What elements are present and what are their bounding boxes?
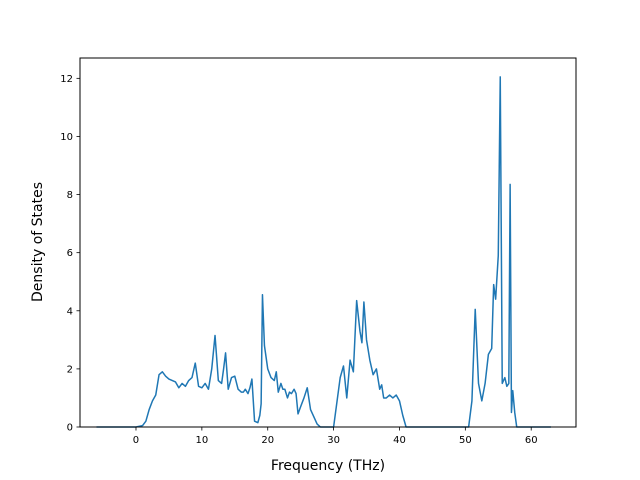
y-tick-label: 4 <box>67 306 73 317</box>
x-tick-label: 50 <box>459 435 472 446</box>
x-tick-label: 60 <box>525 435 538 446</box>
x-tick-label: 20 <box>261 435 274 446</box>
y-tick-label: 8 <box>67 190 73 201</box>
x-tick-label: 30 <box>327 435 340 446</box>
x-tick-label: 10 <box>195 435 208 446</box>
y-tick-label: 6 <box>67 248 73 259</box>
y-tick-label: 10 <box>60 132 73 143</box>
axes-frame <box>79 57 577 428</box>
y-tick-label: 0 <box>67 423 73 434</box>
y-axis-ticks: 0 2 4 6 8 10 12 <box>60 74 80 434</box>
plot-line-layer <box>96 76 551 428</box>
dos-series-line <box>96 76 551 428</box>
y-axis-label: Density of States <box>30 182 46 302</box>
y-tick-label: 12 <box>60 74 73 85</box>
x-axis-label: Frequency (THz) <box>271 458 385 474</box>
y-tick-label: 2 <box>67 364 73 375</box>
x-tick-label: 0 <box>133 435 139 446</box>
x-axis-ticks: 0 10 20 30 40 50 60 <box>133 427 538 446</box>
x-tick-label: 40 <box>393 435 406 446</box>
